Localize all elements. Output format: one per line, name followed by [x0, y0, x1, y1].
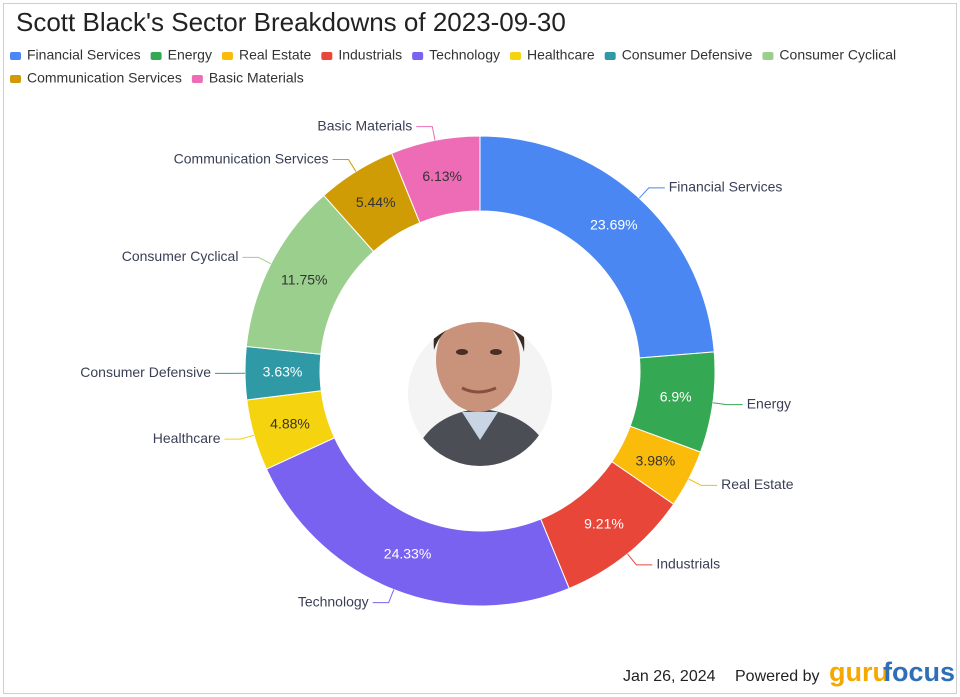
legend-swatch — [10, 75, 21, 83]
donut-slice — [265, 437, 570, 607]
legend-swatch — [150, 52, 162, 60]
category-label: Industrials — [656, 556, 720, 572]
footer-powered-by: Powered by — [735, 668, 820, 685]
legend-swatch — [762, 52, 774, 60]
data-label: 6.13% — [422, 168, 462, 184]
legend-swatch — [321, 52, 333, 60]
legend-swatch — [191, 75, 203, 83]
legend-label: Communication Services — [27, 70, 182, 86]
category-label: Basic Materials — [317, 117, 412, 133]
category-label: Financial Services — [669, 179, 783, 195]
data-label: 6.9% — [660, 388, 692, 404]
chart-title: Scott Black's Sector Breakdowns of 2023-… — [16, 7, 566, 37]
leader-line — [224, 434, 255, 440]
legend-label: Energy — [168, 47, 212, 63]
data-label: 3.98% — [636, 452, 676, 468]
data-label: 24.33% — [384, 545, 431, 561]
data-label: 23.69% — [590, 216, 637, 232]
legend-label: Consumer Cyclical — [779, 47, 896, 63]
leader-line — [712, 402, 743, 406]
logo-focus: focus — [883, 657, 955, 687]
legend-swatch — [412, 52, 424, 60]
legend-label: Industrials — [338, 47, 402, 63]
legend-label: Consumer Defensive — [622, 47, 753, 63]
leader-line — [638, 187, 665, 199]
data-label: 4.88% — [270, 416, 310, 432]
leader-line — [372, 589, 395, 604]
legend-swatch — [509, 52, 521, 60]
category-label: Energy — [747, 395, 791, 411]
category-label: Consumer Defensive — [80, 364, 211, 380]
data-label: 11.75% — [281, 272, 327, 288]
category-label: Consumer Cyclical — [122, 248, 239, 264]
donut-slice — [479, 135, 715, 359]
data-label: 9.21% — [584, 515, 624, 531]
category-label: Healthcare — [153, 430, 221, 446]
legend-swatch — [604, 52, 616, 60]
legend-label: Healthcare — [527, 47, 595, 63]
legend-label: Real Estate — [239, 47, 312, 63]
legend-label: Financial Services — [27, 47, 141, 63]
logo-guru: guru — [829, 657, 889, 687]
legend-label: Technology — [429, 47, 500, 63]
category-label: Real Estate — [721, 476, 794, 492]
legend-swatch — [10, 52, 21, 60]
category-label: Communication Services — [174, 150, 329, 166]
leader-line — [242, 256, 272, 265]
leader-line — [332, 159, 357, 172]
data-label: 5.44% — [356, 194, 396, 210]
leader-line — [688, 478, 718, 486]
legend-swatch — [221, 52, 233, 60]
footer-date: Jan 26, 2024 — [623, 668, 716, 685]
donut-slice — [391, 135, 481, 224]
data-label: 3.63% — [263, 364, 303, 380]
legend-label: Basic Materials — [209, 70, 304, 86]
leader-line — [627, 553, 653, 566]
category-label: Technology — [298, 593, 369, 609]
leader-line — [416, 126, 436, 141]
